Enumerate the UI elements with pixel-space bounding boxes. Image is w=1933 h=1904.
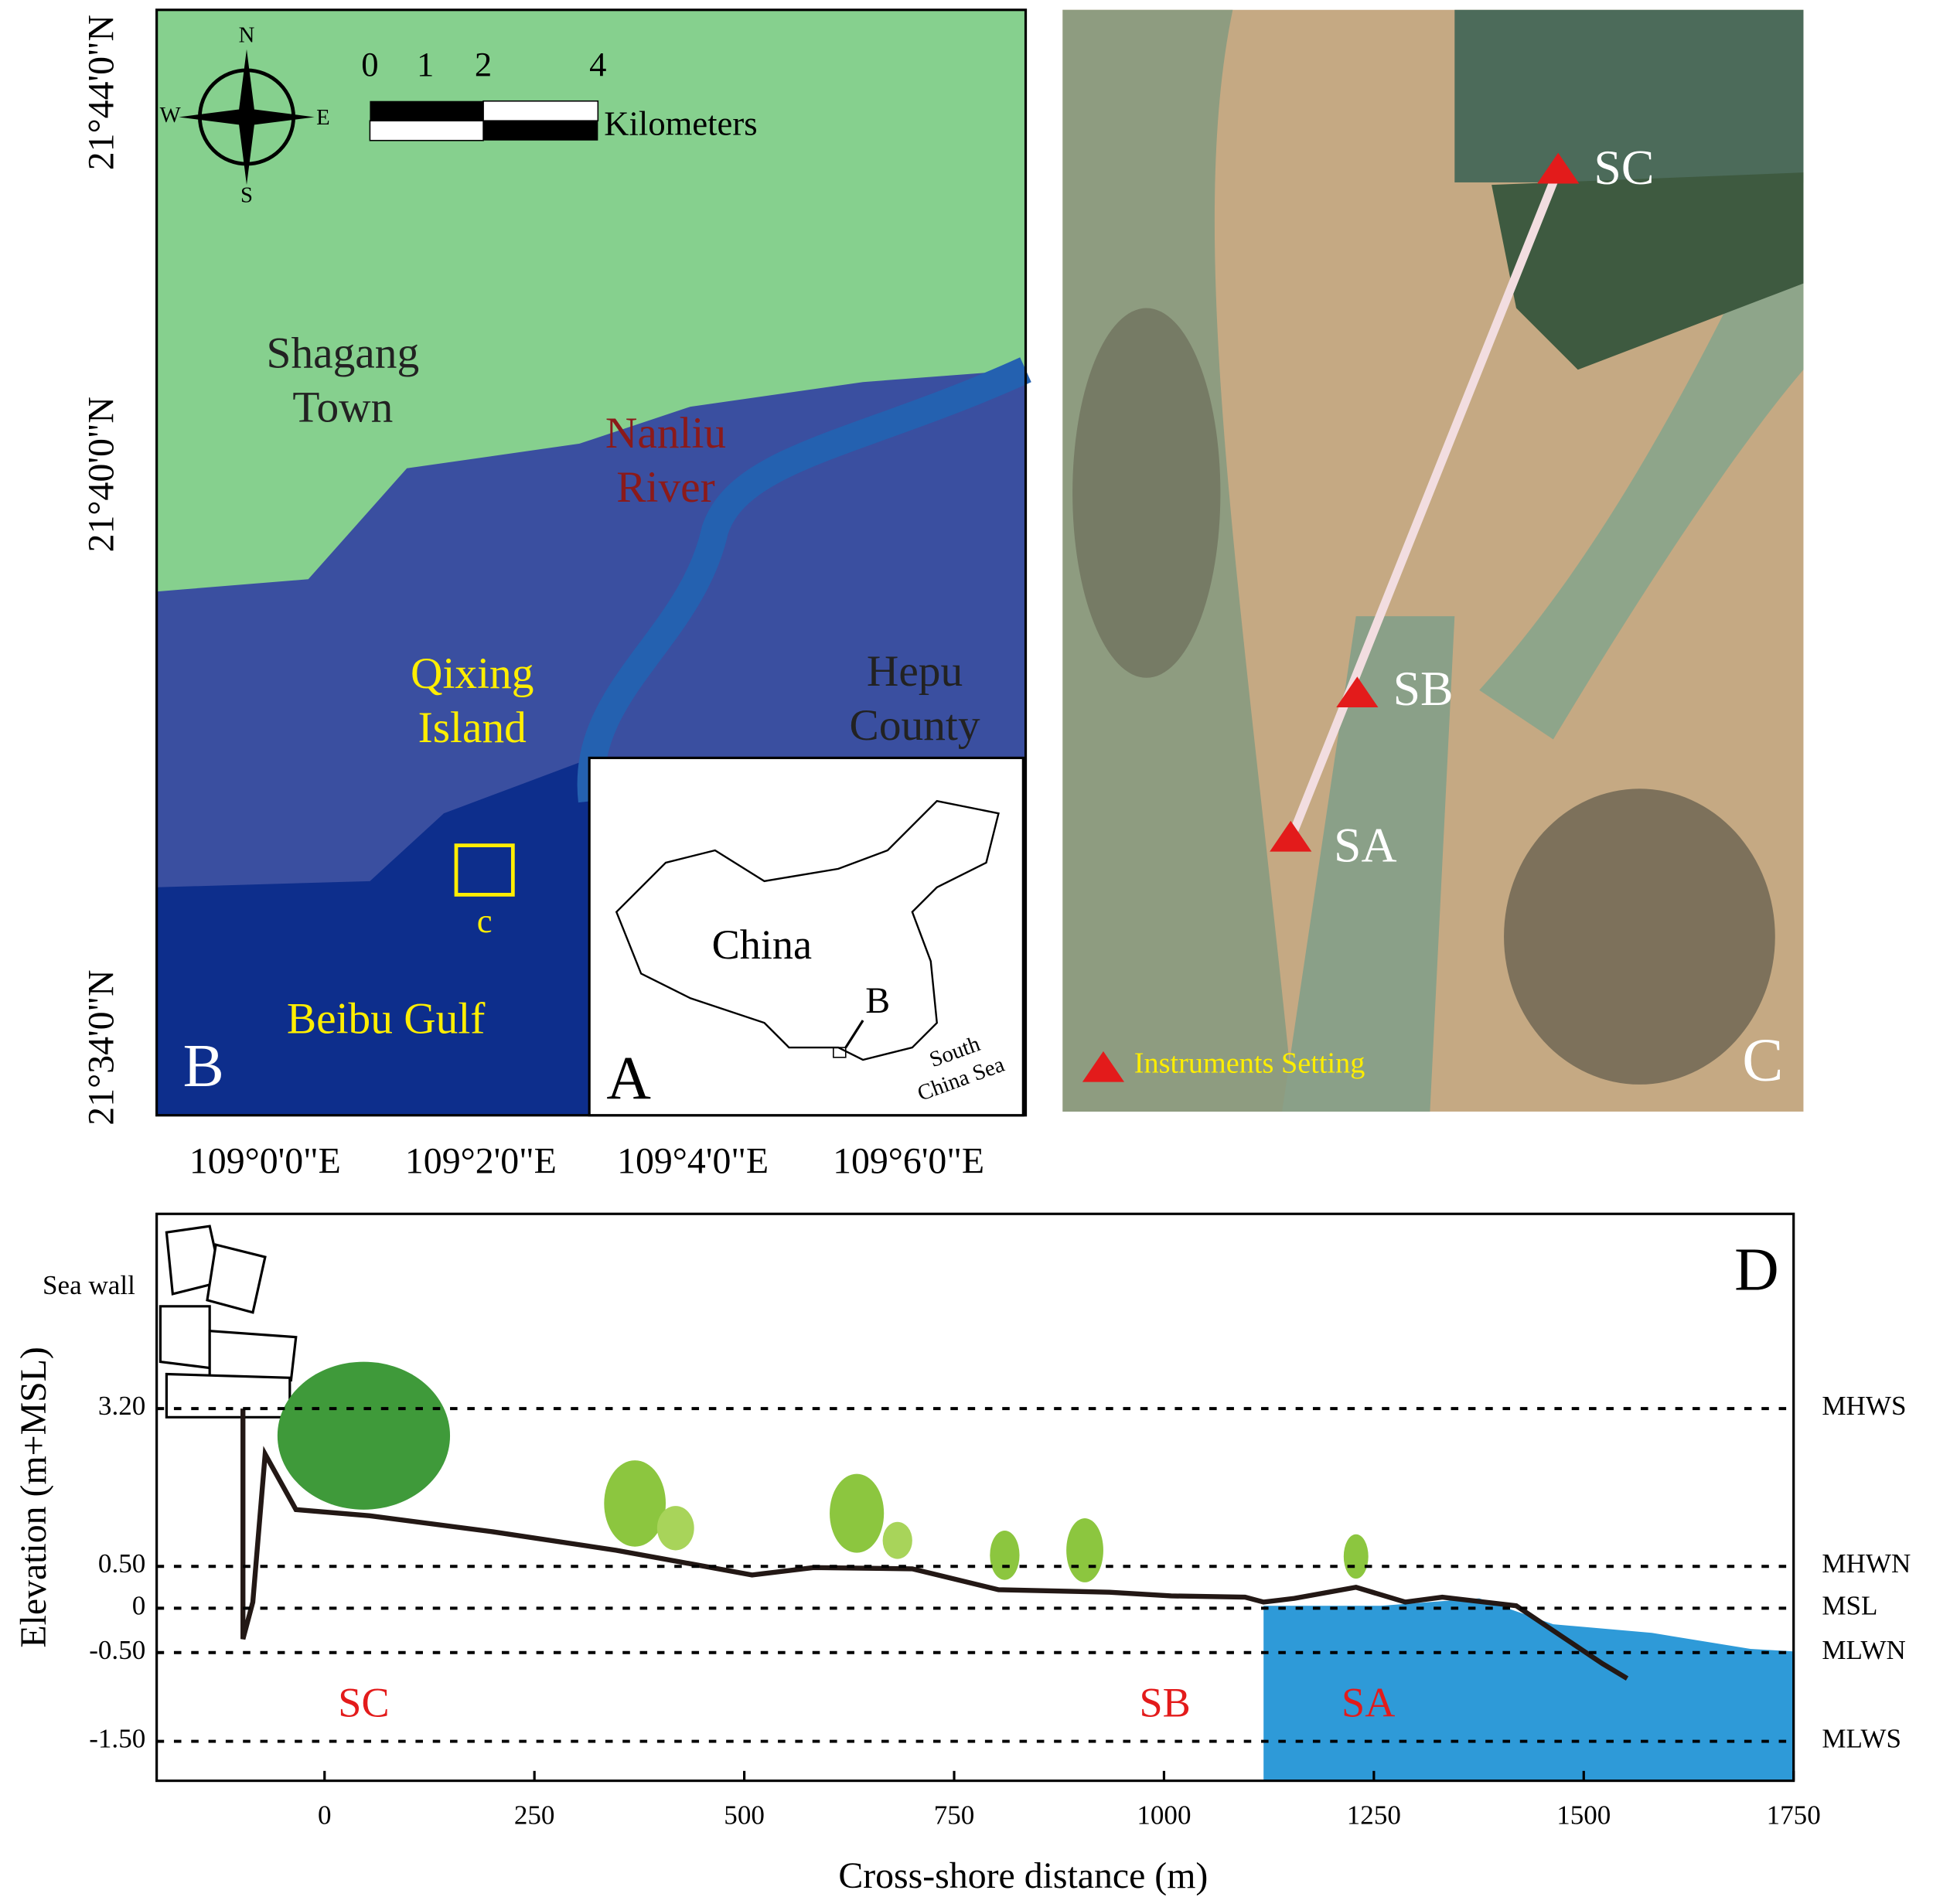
x-tick-label: 1000 (1137, 1800, 1191, 1830)
y-tick-label: 3.20 (98, 1391, 145, 1421)
latitude-label: 21°34'0"N (81, 969, 122, 1125)
country-label: China (712, 921, 812, 968)
panel-label: D (1734, 1235, 1779, 1303)
panel-d-profile (155, 1212, 1795, 1783)
legend-label: Instruments Setting (1134, 1047, 1365, 1080)
x-tick-label: 0 (318, 1800, 332, 1830)
x-tick-label: 250 (514, 1800, 555, 1830)
station-label: SC (1594, 140, 1654, 195)
labels: 21°44'0"N 21°40'0"N 21°34'0"N 109°0'0"E 109°… (13, 15, 1911, 1896)
zone-label: SB (1140, 1679, 1191, 1725)
latitude-label: 21°40'0"N (81, 397, 122, 552)
place-label: Town (292, 383, 393, 432)
panel-a-inset (588, 756, 1024, 1117)
trees (277, 1361, 1369, 1582)
station-label: SA (1334, 818, 1397, 873)
station-label: SB (1393, 661, 1454, 716)
box-label: c (477, 901, 493, 940)
compass-label: S (240, 183, 253, 208)
y-tick-label: 0.50 (98, 1548, 145, 1579)
scale-tick: 0 (361, 45, 378, 83)
y-tick-label: -0.50 (89, 1635, 145, 1665)
level-name: MHWN (1822, 1548, 1911, 1579)
pointer-label: B (865, 980, 890, 1021)
y-tick-label: -1.50 (89, 1724, 145, 1754)
x-tick-label: 500 (724, 1800, 765, 1830)
panel-label: B (183, 1032, 224, 1100)
scale-tick: 4 (589, 45, 606, 83)
place-label: Hepu (867, 647, 963, 696)
level-name: MHWS (1822, 1391, 1906, 1421)
place-label: County (850, 701, 980, 750)
zone-label: SA (1342, 1679, 1395, 1725)
x-tick-label: 1500 (1556, 1800, 1611, 1830)
place-label: Qixing (411, 649, 534, 698)
longitude-label: 109°4'0"E (617, 1140, 769, 1181)
x-axis-label: Cross-shore distance (m) (838, 1855, 1208, 1896)
place-label: Beibu Gulf (287, 994, 486, 1043)
scale-tick: 2 (475, 45, 492, 83)
scale-unit: Kilometers (604, 104, 757, 142)
place-label: River (616, 463, 714, 512)
place-label: Island (418, 703, 527, 752)
level-name: MLWS (1822, 1724, 1901, 1754)
compass-label: W (160, 103, 182, 128)
x-tick-label: 750 (934, 1800, 975, 1830)
compass-label: N (239, 22, 255, 47)
sea-wall-label: Sea wall (43, 1270, 135, 1300)
latitude-label: 21°44'0"N (81, 15, 122, 170)
panel-c-image (1062, 9, 1804, 1112)
x-tick-label: 1750 (1767, 1800, 1821, 1830)
longitude-label: 109°6'0"E (833, 1140, 984, 1181)
panel-label: A (606, 1044, 651, 1112)
level-name: MSL (1822, 1590, 1877, 1620)
zone-label: SC (338, 1679, 389, 1725)
compass-label: E (316, 105, 330, 130)
y-axis-label: Elevation (m+MSL) (13, 1347, 54, 1647)
longitude-label: 109°0'0"E (189, 1140, 341, 1181)
panel-label: C (1742, 1026, 1783, 1094)
place-label: Shagang (267, 329, 420, 377)
x-tick-label: 1250 (1347, 1800, 1401, 1830)
y-tick-label: 0 (132, 1590, 146, 1620)
place-label: Nanliu (605, 409, 726, 458)
scale-tick: 1 (417, 45, 434, 83)
longitude-label: 109°2'0"E (405, 1140, 557, 1181)
level-name: MLWN (1822, 1635, 1905, 1665)
